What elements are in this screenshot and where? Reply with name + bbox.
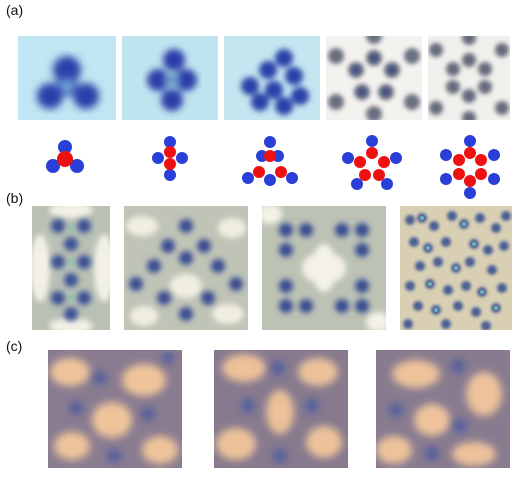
schematic-a2 <box>152 136 188 181</box>
micrograph-b2 <box>124 206 248 330</box>
micrograph-a5 <box>428 36 510 120</box>
micrograph-a1 <box>18 36 116 120</box>
micrograph-b3 <box>262 206 386 330</box>
panel-label-b: (b) <box>6 190 24 206</box>
schematic-a3 <box>242 136 298 186</box>
micrograph-c1 <box>48 350 182 468</box>
panel-label-c: (c) <box>6 338 23 354</box>
panel-label-a: (a) <box>6 2 24 18</box>
micrograph-c2 <box>214 350 348 468</box>
micrograph-a3 <box>224 36 320 120</box>
schematic-a5 <box>440 135 500 199</box>
schematic-a1 <box>46 140 84 173</box>
micrograph-a2 <box>122 36 218 120</box>
micrograph-c3 <box>376 350 510 468</box>
micrograph-b4 <box>400 206 512 330</box>
schematic-a4 <box>342 135 402 190</box>
micrograph-b1 <box>32 206 110 330</box>
micrograph-a4 <box>326 36 422 120</box>
